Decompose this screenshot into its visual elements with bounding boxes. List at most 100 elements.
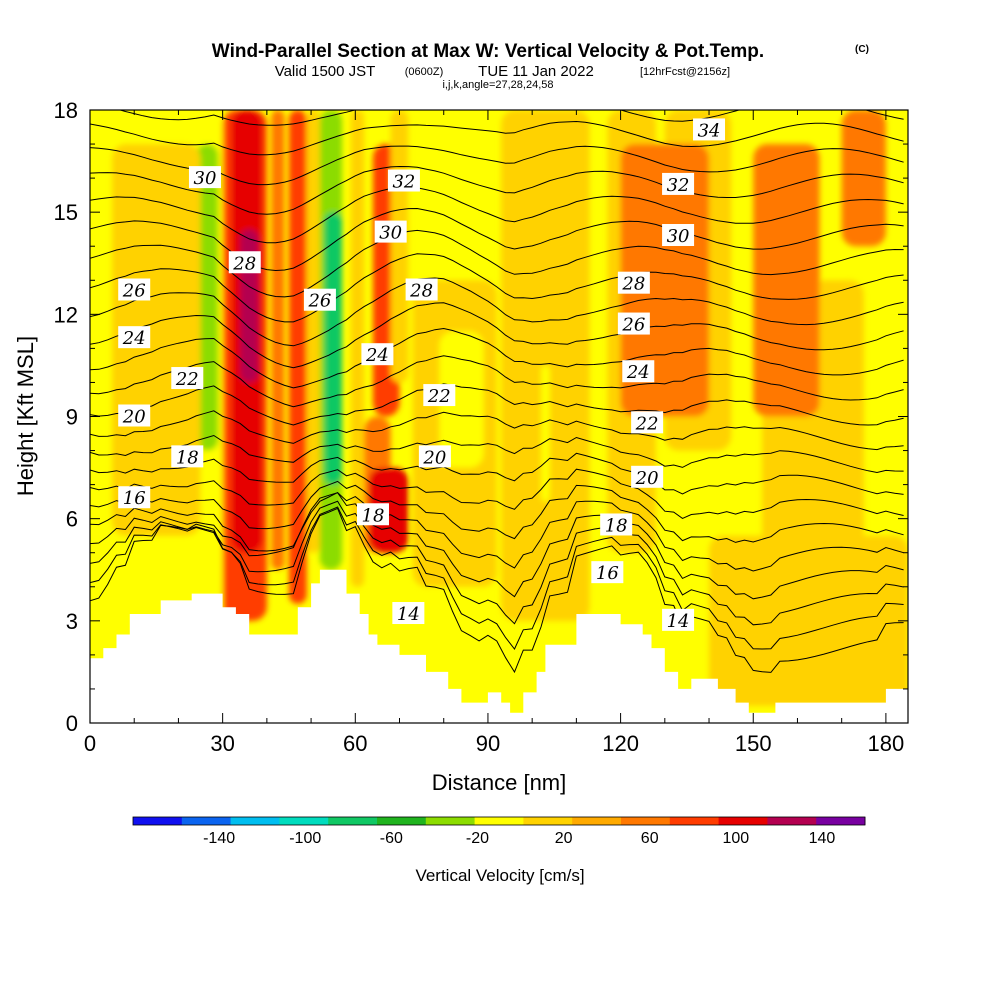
theta-contour-line xyxy=(90,480,904,543)
contour-label-background xyxy=(662,608,695,631)
colorbar: -140 -100 -60 -20 20 60 100 140 xyxy=(132,816,866,847)
grid-indices: i,j,k,angle=27,28,24,58 xyxy=(442,79,553,91)
contour-label: 30 xyxy=(379,223,402,244)
theta-contour-line xyxy=(90,434,904,474)
contour-label: 32 xyxy=(667,175,690,196)
contour-label-background xyxy=(693,118,726,141)
x-tick-label: 180 xyxy=(868,731,905,756)
x-axis: 0 30 60 90 120 150 180 xyxy=(84,110,904,756)
colorbar-swatch xyxy=(572,817,622,825)
contour-label: 28 xyxy=(232,253,256,274)
theta-contour-line xyxy=(90,355,904,408)
valid-time: Valid 1500 JST xyxy=(275,63,376,80)
colorbar-tick-label: 140 xyxy=(809,830,836,847)
colorbar-tick-label: 20 xyxy=(555,830,573,847)
contour-label-background xyxy=(356,503,389,526)
velocity-region xyxy=(541,365,550,502)
theta-contour-line xyxy=(90,500,904,626)
theta-contour-line xyxy=(90,120,904,156)
colorbar-frame xyxy=(132,816,866,826)
copyright-mark: (C) xyxy=(855,44,869,55)
colorbar-swatch xyxy=(767,817,817,825)
y-tick-label: 9 xyxy=(66,405,78,430)
theta-contour-line xyxy=(90,302,904,369)
valid-date: TUE 11 Jan 2022 xyxy=(478,63,594,80)
contour-label-background xyxy=(387,169,420,192)
contour-label-background xyxy=(303,288,336,311)
velocity-region xyxy=(841,110,886,247)
theta-contour-line xyxy=(90,491,904,572)
valid-time-line: Valid 1500 JST (0600Z) TUE 11 Jan 2022 [… xyxy=(275,63,730,80)
contour-label-background xyxy=(374,220,407,243)
x-tick-label: 30 xyxy=(210,731,234,756)
y-tick-label: 0 xyxy=(66,711,78,736)
colorbar-swatch xyxy=(377,817,427,825)
theta-contour-line xyxy=(90,229,904,298)
contour-label: 28 xyxy=(621,274,645,295)
valid-utc: (0600Z) xyxy=(405,66,444,78)
contour-label: 26 xyxy=(307,291,331,312)
contour-label-background xyxy=(405,278,438,301)
contour-label-background xyxy=(118,404,151,427)
forecast-info: [12hrFcst@2156z] xyxy=(640,66,730,78)
contour-label-background xyxy=(171,367,204,390)
y-axis: 0 3 6 9 12 15 18 xyxy=(54,98,908,736)
colorbar-tick-label: -20 xyxy=(466,830,489,847)
theta-contour-line xyxy=(90,410,904,451)
theta-contour-line xyxy=(118,110,904,126)
contour-label-background xyxy=(418,445,451,468)
chart-title-block: Wind-Parallel Section at Max W: Vertical… xyxy=(212,41,869,91)
contour-label-background xyxy=(392,602,425,625)
velocity-region xyxy=(324,212,343,485)
contour-label: 18 xyxy=(176,447,199,468)
colorbar-tick-label: 60 xyxy=(641,830,659,847)
y-tick-label: 18 xyxy=(54,98,78,123)
velocity-region xyxy=(709,535,908,706)
colorbar-swatch xyxy=(181,817,232,825)
theta-contours xyxy=(90,110,904,674)
theta-contour-line xyxy=(90,207,904,272)
contour-label-background xyxy=(591,561,624,584)
velocity-region xyxy=(350,110,365,587)
terrain xyxy=(90,569,908,723)
velocity-region xyxy=(112,144,201,536)
contour-label: 24 xyxy=(365,345,389,366)
contour-label: 16 xyxy=(596,563,619,584)
theta-contour-line xyxy=(90,452,904,495)
contour-label-background xyxy=(118,278,151,301)
contour-label: 30 xyxy=(194,168,217,189)
contour-label-background xyxy=(118,326,151,349)
contour-label-background xyxy=(662,172,695,195)
contour-label-background xyxy=(188,166,221,189)
x-tick-label: 90 xyxy=(476,731,500,756)
contour-label-background xyxy=(171,445,204,468)
theta-contour-line xyxy=(90,506,904,650)
contour-label-background xyxy=(631,465,664,488)
colorbar-swatch xyxy=(328,817,378,825)
velocity-region xyxy=(439,331,484,468)
colorbar-swatch xyxy=(816,817,866,825)
x-tick-label: 0 xyxy=(84,731,96,756)
y-axis-title: Height [Kft MSL] xyxy=(13,336,38,496)
contour-label: 24 xyxy=(626,362,650,383)
contour-label: 22 xyxy=(175,369,199,390)
contour-label-background xyxy=(423,384,456,407)
colorbar-title: Vertical Velocity [cm/s] xyxy=(415,866,584,885)
colorbar-swatch xyxy=(133,817,183,825)
velocity-region xyxy=(620,144,710,417)
chart-title: Wind-Parallel Section at Max W: Vertical… xyxy=(212,41,764,62)
contour-label: 18 xyxy=(362,505,385,526)
colorbar-swatch xyxy=(621,817,671,825)
contour-label-background xyxy=(617,271,650,294)
contour-label-background xyxy=(228,251,261,274)
contour-label: 32 xyxy=(392,172,415,193)
y-tick-label: 3 xyxy=(66,609,78,634)
y-tick-label: 6 xyxy=(66,507,78,532)
contour-label: 20 xyxy=(122,407,146,428)
theta-contour-line xyxy=(90,277,904,347)
contour-label-background xyxy=(622,360,655,383)
colorbar-swatch xyxy=(425,817,476,825)
contour-label: 16 xyxy=(123,488,146,509)
plot-area: 14 14 16 16 18 18 18 20 20 20 22 22 22 24 24 24 26 26 26 28… xyxy=(90,110,908,723)
